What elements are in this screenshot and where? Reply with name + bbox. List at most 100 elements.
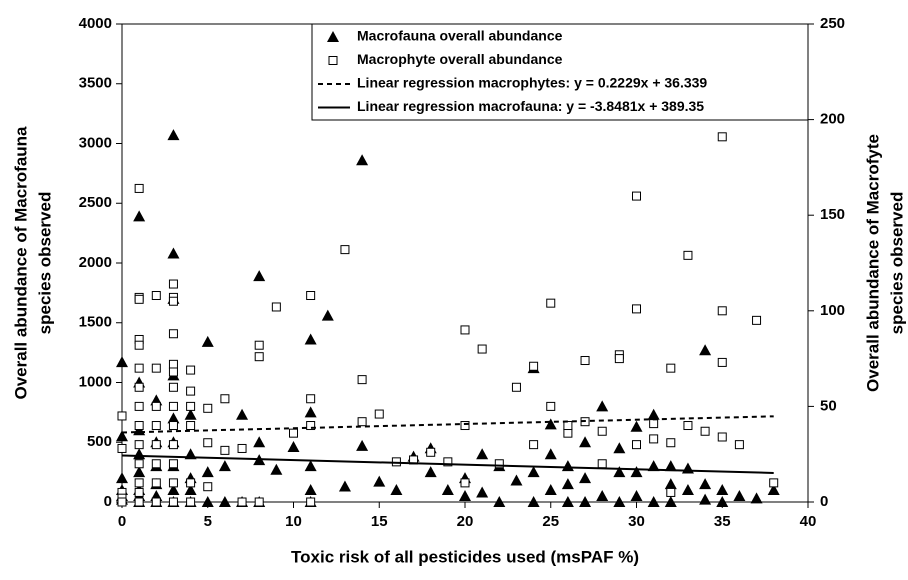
triangle-marker	[116, 356, 128, 368]
square-marker	[134, 401, 144, 411]
y2-tick-label: 150	[820, 206, 845, 223]
triangle-marker	[544, 448, 557, 460]
triangle-marker	[356, 439, 369, 451]
triangle-marker	[681, 484, 694, 496]
triangle-marker	[116, 430, 128, 442]
triangle-marker	[304, 460, 317, 472]
regression-line	[121, 415, 774, 434]
square-marker	[374, 409, 384, 419]
y-axis-label: Overall abundance of Macrofauna	[11, 126, 30, 400]
legend-label: Macrofauna overall abundance	[357, 28, 563, 44]
square-marker	[134, 382, 144, 392]
square-marker	[254, 352, 264, 362]
triangle-marker	[133, 448, 146, 460]
triangle-marker	[733, 490, 746, 502]
square-marker	[666, 487, 676, 497]
triangle-marker	[201, 496, 214, 507]
x-tick-label: 10	[285, 513, 302, 530]
square-marker	[134, 421, 144, 431]
x-tick-label: 30	[628, 513, 645, 530]
square-marker	[134, 487, 144, 497]
y2-tick-label: 50	[820, 397, 837, 414]
square-marker	[254, 340, 264, 350]
y-tick-label: 500	[87, 433, 112, 450]
square-marker	[254, 497, 264, 507]
triangle-marker	[699, 493, 712, 505]
square-marker	[529, 361, 539, 371]
square-marker	[168, 401, 178, 411]
triangle-marker	[596, 400, 609, 412]
square-marker	[117, 497, 127, 507]
y2-tick-label: 200	[820, 111, 845, 128]
legend	[311, 23, 809, 121]
triangle-marker	[287, 441, 300, 453]
triangle-marker	[613, 442, 626, 454]
x-axis-label: Toxic risk of all pesticides used (msPAF…	[291, 547, 639, 566]
y-tick-label: 3500	[79, 75, 112, 92]
square-marker	[563, 428, 573, 438]
square-marker	[306, 497, 316, 507]
square-marker	[734, 440, 744, 450]
square-marker	[632, 440, 641, 450]
x-tick-label: 20	[457, 513, 474, 530]
square-marker	[769, 478, 779, 488]
square-marker	[580, 356, 590, 366]
triangle-marker	[613, 496, 626, 507]
square-marker	[529, 440, 539, 450]
square-marker	[306, 291, 316, 301]
y-tick-label: 3000	[79, 134, 112, 151]
square-marker	[134, 340, 144, 350]
square-marker	[168, 279, 178, 289]
square-marker	[443, 457, 453, 467]
triangle-marker	[561, 478, 574, 490]
square-marker	[683, 250, 693, 260]
triangle-marker	[493, 496, 506, 507]
triangle-marker	[459, 490, 471, 502]
square-marker	[649, 434, 659, 444]
y-tick-label: 0	[104, 493, 112, 510]
triangle-marker	[630, 490, 643, 502]
square-marker	[357, 375, 367, 385]
square-marker	[649, 419, 659, 429]
square-marker	[134, 459, 144, 469]
triangle-marker	[767, 484, 780, 496]
square-marker	[494, 459, 504, 469]
square-marker	[151, 421, 161, 431]
square-marker	[511, 382, 521, 392]
y2-tick-label: 0	[820, 493, 828, 510]
square-marker	[168, 497, 178, 507]
square-marker	[717, 132, 727, 142]
y-axis-label: species observed	[35, 192, 54, 335]
square-marker	[717, 357, 727, 367]
square-marker	[477, 344, 487, 354]
triangle-marker	[304, 406, 317, 418]
triangle-marker	[304, 333, 317, 345]
square-marker	[151, 291, 161, 301]
triangle-marker	[527, 466, 540, 478]
triangle-marker	[596, 490, 609, 502]
square-marker	[117, 443, 127, 453]
triangle-marker	[253, 270, 266, 282]
square-marker	[460, 478, 470, 488]
square-marker	[666, 438, 676, 448]
triangle-marker	[579, 436, 592, 448]
square-marker	[134, 183, 144, 193]
triangle-marker	[544, 484, 557, 496]
square-marker	[168, 367, 178, 377]
square-marker	[186, 365, 196, 375]
triangle-marker	[476, 486, 489, 498]
triangle-marker	[561, 496, 574, 507]
triangle-marker	[167, 484, 180, 496]
square-marker	[168, 478, 178, 488]
square-marker	[203, 438, 213, 448]
square-marker	[666, 363, 676, 373]
legend-label: Linear regression macrofauna: y = -3.848…	[357, 98, 704, 114]
y2-tick-label: 100	[820, 302, 845, 319]
square-marker	[186, 386, 196, 396]
triangle-marker	[184, 408, 197, 420]
triangle-marker	[750, 492, 763, 504]
square-marker	[203, 482, 213, 492]
square-marker	[563, 421, 573, 431]
triangle-marker	[373, 475, 386, 487]
